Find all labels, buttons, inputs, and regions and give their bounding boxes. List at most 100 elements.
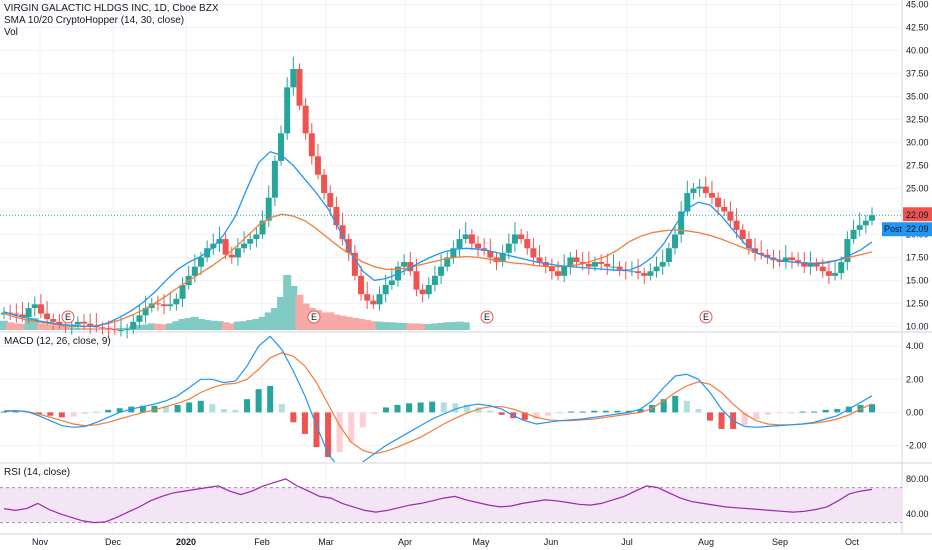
- candle-body: [290, 68, 297, 88]
- price-tick-label: 32.50: [906, 115, 929, 125]
- rsi-legend[interactable]: RSI (14, close): [4, 467, 71, 478]
- macd-histogram-bar: [776, 412, 783, 414]
- macd-histogram-bar: [487, 410, 494, 413]
- candle-body: [44, 313, 51, 320]
- rsi-tick-label: 40.00: [906, 509, 929, 519]
- symbol-legend[interactable]: VIRGIN GALACTIC HLDGS INC, 1D, Cboe BZX: [4, 3, 219, 14]
- macd-tick-label: 0.00: [906, 407, 924, 417]
- macd-histogram-bar: [186, 402, 193, 413]
- macd-histogram-bar: [579, 411, 586, 413]
- volume-bar: [18, 323, 27, 330]
- volume-bar: [424, 324, 433, 330]
- volume-bar: [357, 319, 366, 330]
- earnings-marker-label: E: [311, 312, 317, 322]
- volume-bar: [264, 312, 273, 330]
- volume-bar: [363, 320, 372, 330]
- macd-histogram-bar: [440, 402, 447, 413]
- macd-histogram-bar: [93, 411, 100, 413]
- volume-bar: [153, 323, 162, 330]
- volume-bar: [332, 314, 341, 330]
- macd-histogram-bar: [695, 409, 702, 413]
- earnings-marker: [699, 310, 713, 324]
- volume-bar: [196, 319, 205, 330]
- candle-body: [733, 220, 740, 230]
- candle-body: [708, 193, 715, 198]
- volume-legend[interactable]: Vol: [4, 27, 18, 38]
- candle-body: [382, 285, 389, 295]
- candle-body: [850, 229, 857, 240]
- volume-bar: [289, 286, 298, 330]
- volume-bar: [301, 303, 310, 330]
- candle-body: [628, 271, 635, 273]
- candle-body: [321, 174, 328, 194]
- volume-bar: [36, 323, 45, 330]
- candle-body: [308, 133, 315, 157]
- x-tick-label: Nov: [32, 537, 49, 547]
- volume-bar: [0, 320, 8, 330]
- volume-bar: [258, 316, 267, 330]
- volume-bar: [270, 308, 279, 330]
- macd-histogram-bar: [35, 412, 42, 415]
- candle-body: [401, 262, 408, 267]
- candle-body: [431, 275, 438, 286]
- macd-histogram-bar: [614, 410, 621, 413]
- macd-histogram-bar: [822, 409, 829, 413]
- price-tick-label: 37.50: [906, 69, 929, 79]
- volume-bar: [12, 323, 21, 330]
- candle-body: [585, 263, 592, 267]
- volume-bar: [295, 294, 304, 330]
- candle-body: [339, 225, 346, 240]
- candle-body: [105, 328, 112, 330]
- x-tick-label: Apr: [398, 537, 412, 547]
- candle-body: [358, 275, 365, 295]
- candle-body: [50, 319, 57, 322]
- macd-histogram-bar: [787, 412, 794, 414]
- candle-body: [130, 321, 137, 330]
- macd-histogram-bar: [811, 411, 818, 413]
- macd-histogram-bar: [799, 411, 806, 413]
- volume-bar: [252, 319, 261, 330]
- price-tick-label: 10.00: [906, 321, 929, 331]
- candle-body: [530, 248, 537, 258]
- candle-body: [672, 234, 679, 249]
- rsi-tick-label: 80.00: [906, 474, 929, 484]
- candle-body: [142, 308, 149, 316]
- macd-histogram-bar: [417, 402, 424, 413]
- candle-body: [647, 271, 654, 276]
- candle-body: [739, 229, 746, 240]
- macd-line: [3, 335, 873, 462]
- volume-bar: [437, 322, 446, 330]
- candle-body: [573, 257, 580, 263]
- candle-body: [259, 220, 266, 235]
- volume-bar: [400, 322, 409, 330]
- macd-legend[interactable]: MACD (12, 26, close, 9): [4, 336, 111, 347]
- candle-body: [173, 298, 180, 305]
- candle-body: [407, 262, 414, 272]
- sma-30-line: [3, 213, 873, 328]
- candle-body: [204, 248, 211, 258]
- macd-histogram-bar: [47, 412, 54, 416]
- volume-bar: [246, 320, 255, 330]
- volume-bar: [449, 322, 458, 330]
- macd-histogram-bar: [359, 412, 366, 428]
- candle-body: [690, 188, 697, 194]
- candle-body: [167, 304, 174, 307]
- candle-body: [13, 313, 20, 315]
- candle-body: [536, 257, 543, 263]
- candle-body: [25, 308, 32, 318]
- macd-histogram-bar: [163, 406, 170, 413]
- x-tick-label: Aug: [698, 537, 714, 547]
- post-badge-tag: [882, 222, 903, 237]
- macd-histogram-bar: [255, 389, 262, 413]
- earnings-marker-label: E: [484, 312, 490, 322]
- sma-legend[interactable]: SMA 10/20 CryptoHopper (14, 30, close): [4, 15, 185, 26]
- x-tick-label: Dec: [105, 537, 122, 547]
- macd-histogram-bar: [139, 405, 146, 413]
- macd-histogram-bar: [533, 412, 540, 419]
- macd-histogram-bar: [232, 409, 239, 413]
- candle-body: [117, 330, 124, 332]
- candle-body: [702, 186, 709, 194]
- macd-histogram-bar: [290, 412, 297, 423]
- candle-body: [745, 239, 752, 249]
- volume-bar: [350, 317, 359, 330]
